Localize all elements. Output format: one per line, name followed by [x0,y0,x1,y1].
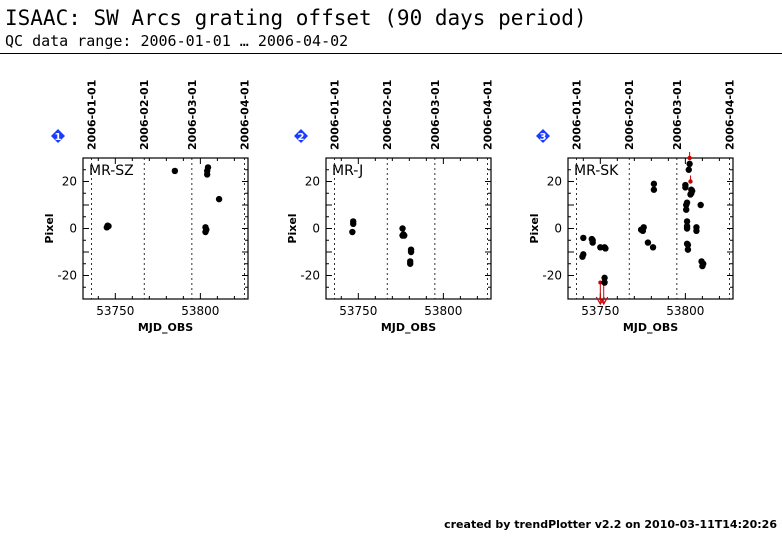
data-point [601,274,608,282]
outlier-point [688,179,693,184]
data-point [697,201,704,209]
outlier-point [687,155,692,161]
y-axis-label: Pixel [43,213,56,243]
outlier-arrow [595,296,605,306]
badge-diamond [294,129,308,143]
badge-number: 1 [55,132,62,143]
y-tick-label: 0 [312,222,320,236]
top-date-label: 2006-02-01 [138,80,151,150]
panel-label: MR-SK [574,163,619,179]
panel-label: MR-J [332,163,363,179]
data-point [215,195,223,203]
data-point [588,235,596,243]
data-point [683,222,691,230]
page-title: ISAAC: SW Arcs grating offset (90 days p… [5,6,587,30]
data-point [204,164,212,171]
data-point [171,167,179,175]
top-date-label: 2006-02-01 [381,80,394,150]
x-tick-label: 53750 [581,304,619,318]
y-tick-label: 20 [547,175,562,189]
x-tick-label: 53800 [181,304,219,318]
chart-panel-3: 2006-01-01 2006-02-01 2006-03-01 2006-04-01… [528,80,737,334]
top-date-label: 2006-01-01 [86,80,99,150]
header-divider [0,53,782,54]
data-point [683,240,691,247]
badge-number: 2 [298,132,305,143]
top-date-label: 2006-03-01 [671,80,684,150]
data-point [683,206,690,213]
data-point [700,260,707,267]
plot-frame [325,157,492,300]
x-axis-label: MJD_OBS [138,321,193,334]
y-tick-label: 20 [305,175,320,189]
y-tick-label: 0 [554,222,562,236]
data-point [682,181,689,189]
y-tick-label: 0 [69,222,77,236]
y-tick-label: 20 [62,175,77,189]
chart-panel-2: 2006-01-01 2006-02-01 2006-03-01 2006-04-01… [286,80,495,334]
x-axis-label: MJD_OBS [381,321,436,334]
data-point [644,239,652,246]
x-tick-label: 53800 [424,304,462,318]
top-date-label: 2006-01-01 [329,80,342,150]
data-point [650,180,658,188]
data-point [407,248,415,256]
data-point [685,166,692,173]
y-tick-label: -20 [300,269,320,283]
data-point [601,279,608,286]
data-point [399,225,406,232]
top-date-label: 2006-02-01 [623,80,636,150]
plot-frame [567,157,734,300]
data-point [650,186,658,193]
data-point [649,244,657,251]
data-point [640,224,647,231]
x-tick-label: 53750 [96,304,134,318]
chart-panel-1: 2006-01-01 2006-02-01 2006-03-01 2006-04-01… [43,80,252,334]
top-date-label: 2006-04-01 [724,80,737,150]
data-point [350,220,357,227]
top-date-label: 2006-01-01 [571,80,584,150]
data-point [407,260,414,267]
x-tick-label: 53750 [339,304,377,318]
badge-number: 3 [540,132,547,143]
top-date-label: 2006-04-01 [482,80,495,150]
top-date-label: 2006-04-01 [239,80,252,150]
badge-diamond [51,129,65,143]
badge-diamond [536,129,550,143]
y-tick-label: -20 [542,269,562,283]
y-axis-label: Pixel [528,213,541,243]
outlier-arrow [599,296,609,306]
data-point [105,222,112,230]
footer-credit: created by trendPlotter v2.2 on 2010-03-… [444,518,777,531]
data-point [602,245,609,252]
data-point [684,246,692,253]
y-axis-label: Pixel [286,213,299,243]
data-point [349,228,356,236]
y-tick-label: -20 [57,269,77,283]
panel-label: MR-SZ [89,163,134,179]
data-point [693,227,700,235]
x-axis-label: MJD_OBS [623,321,678,334]
data-point [580,234,587,242]
top-date-label: 2006-03-01 [186,80,199,150]
outlier-point [598,280,603,285]
page-subtitle: QC data range: 2006-01-01 … 2006-04-02 [5,32,349,50]
data-point [401,232,408,239]
data-point [683,199,691,206]
data-point [579,253,586,260]
data-point [683,218,691,225]
data-point [688,187,696,195]
x-tick-label: 53800 [666,304,704,318]
data-point [203,226,210,233]
top-date-label: 2006-03-01 [429,80,442,150]
data-point [686,160,693,168]
